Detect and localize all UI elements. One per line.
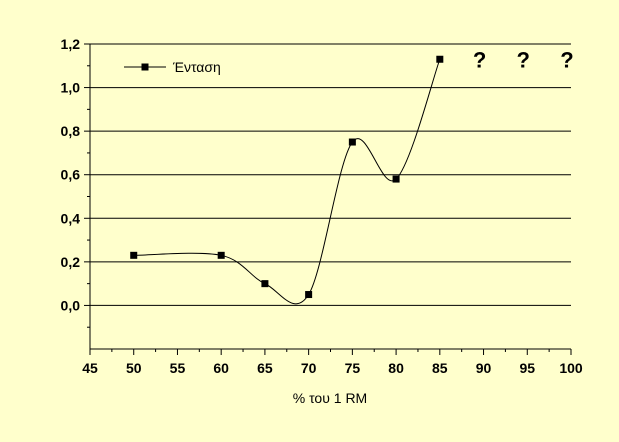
legend-marker [141,63,149,71]
y-tick-label: 0,2 [61,254,81,270]
data-point-marker [217,251,225,259]
x-ticks: 45 50 55 60 65 70 75 80 85 90 95 100 [82,349,583,376]
data-point-marker [392,175,400,183]
x-tick-label: 45 [82,360,98,376]
x-tick-label: 100 [559,360,583,376]
data-point-marker [130,251,138,259]
data-point-marker [436,55,444,63]
grid [90,43,571,306]
question-mark-annotation: ? [517,47,530,72]
data-point-marker [305,291,313,299]
y-tick-label: 0,4 [61,210,81,226]
x-tick-label: 95 [519,360,535,376]
y-tick-label: 0,0 [61,297,81,313]
x-tick-label: 80 [388,360,404,376]
question-mark-annotation: ? [560,47,573,72]
axes [89,44,571,350]
legend-label: Ένταση [172,59,221,75]
x-axis-title: % του 1 RM [293,390,367,406]
question-mark-annotation: ? [473,47,486,72]
x-tick-label: 65 [257,360,273,376]
x-tick-label: 75 [345,360,361,376]
legend: Ένταση [124,59,221,75]
y-tick-label: 0,6 [61,167,81,183]
x-tick-label: 60 [213,360,229,376]
x-tick-label: 50 [126,360,142,376]
data-point-marker [261,280,269,288]
y-ticks: 0,0 0,2 0,4 0,6 0,8 1,0 1,2 [61,36,90,328]
x-tick-label: 90 [476,360,492,376]
data-point-marker [348,138,356,146]
x-tick-label: 70 [301,360,317,376]
y-tick-label: 0,8 [61,123,81,139]
y-tick-label: 1,0 [61,80,81,96]
annotations: ??? [473,47,574,72]
x-tick-label: 55 [170,360,186,376]
x-tick-label: 85 [432,360,448,376]
y-tick-label: 1,2 [61,36,81,52]
series-line [130,55,444,305]
